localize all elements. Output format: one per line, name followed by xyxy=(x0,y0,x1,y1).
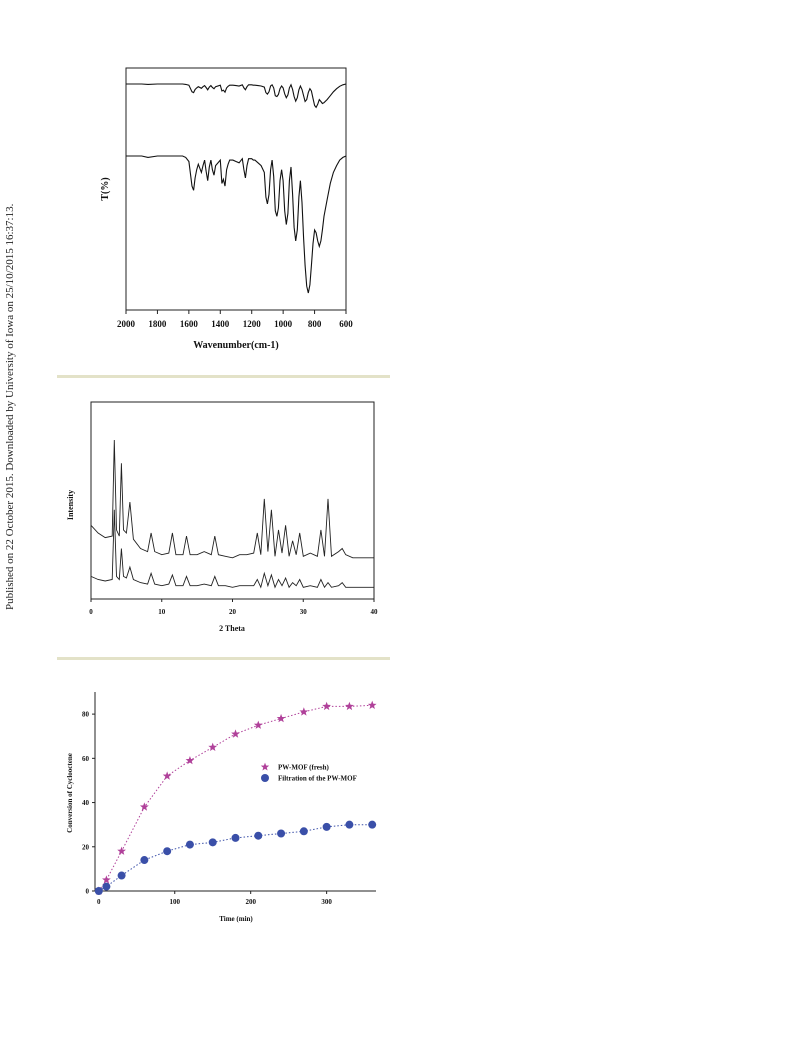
conversion-point-filtration xyxy=(208,838,217,847)
conversion-ticks: 0 100 200 300 0 20 40 60 80 xyxy=(82,711,332,906)
conversion-point-filtration xyxy=(117,871,126,880)
xrd-y-axis-title: Intensity xyxy=(66,490,75,520)
ftir-plot-frame xyxy=(125,67,347,311)
ftir-x-tick-label: 800 xyxy=(308,319,322,329)
conversion-x-tick-label: 200 xyxy=(245,898,256,906)
ftir-x-tick-label: 1600 xyxy=(180,319,199,329)
ftir-x-tick-label: 600 xyxy=(339,319,353,329)
conversion-point-fresh xyxy=(185,755,195,765)
conversion-y-tick-label: 60 xyxy=(82,755,90,763)
conversion-point-fresh xyxy=(299,707,309,716)
conversion-x-tick-label: 0 xyxy=(97,898,101,906)
conversion-x-tick-label: 100 xyxy=(169,898,180,906)
conversion-point-fresh xyxy=(345,701,354,711)
conversion-series xyxy=(94,700,377,895)
conversion-point-fresh xyxy=(139,802,149,811)
xrd-x-tick-label: 20 xyxy=(229,608,237,616)
conversion-point-filtration xyxy=(231,833,240,842)
conversion-point-fresh xyxy=(231,729,240,738)
conversion-point-fresh xyxy=(276,713,286,723)
xrd-x-tick-label: 30 xyxy=(300,608,308,616)
conversion-y-tick-label: 0 xyxy=(86,888,90,896)
conversion-y-tick-label: 80 xyxy=(82,711,90,719)
ftir-series-line-2 xyxy=(126,155,347,294)
conversion-series-line-1 xyxy=(98,704,373,892)
ftir-x-tick-label: 2000 xyxy=(117,319,136,329)
conversion-point-fresh xyxy=(322,701,332,711)
conversion-chart: 0 100 200 300 0 20 40 60 80 PW-MOF (fresh) Filtra… xyxy=(66,692,377,923)
conversion-y-tick-label: 20 xyxy=(82,843,90,851)
conversion-y-tick-label: 40 xyxy=(82,799,90,807)
xrd-plot-frame xyxy=(90,401,375,600)
conversion-x-axis-title: Time (min) xyxy=(219,915,253,923)
xrd-x-axis-title: 2 Theta xyxy=(219,624,245,633)
conversion-point-filtration xyxy=(277,829,286,838)
conversion-point-filtration xyxy=(94,887,103,895)
conversion-point-filtration xyxy=(322,822,331,831)
figure-divider-bottom xyxy=(57,657,390,660)
conversion-point-filtration xyxy=(185,840,194,849)
conversion-point-filtration xyxy=(345,820,354,829)
xrd-series xyxy=(90,439,374,589)
legend-circle-icon xyxy=(261,774,269,782)
conversion-legend: PW-MOF (fresh) Filtration of the PW-MOF xyxy=(260,762,357,783)
ftir-x-ticks: 2000 1800 1600 1400 1200 1000 800 600 xyxy=(117,310,353,329)
conversion-point-fresh xyxy=(162,771,172,780)
xrd-x-tick-label: 40 xyxy=(371,608,379,616)
conversion-point-fresh xyxy=(102,875,111,884)
conversion-point-filtration xyxy=(163,847,172,856)
conversion-y-axis-title: Conversion of Cyclooctene xyxy=(66,753,74,833)
conversion-point-fresh xyxy=(117,846,126,855)
conversion-x-tick-label: 300 xyxy=(321,898,332,906)
conversion-point-filtration xyxy=(368,820,377,829)
xrd-x-tick-label: 0 xyxy=(89,608,93,616)
ftir-x-tick-label: 1000 xyxy=(274,319,293,329)
xrd-x-ticks: 0 10 20 30 40 xyxy=(89,599,378,616)
conversion-point-fresh xyxy=(208,742,218,751)
ftir-chart: 2000 1800 1600 1400 1200 1000 800 600 Wavenumbe… xyxy=(100,67,353,351)
ftir-series-line-1 xyxy=(126,83,347,109)
conversion-point-filtration xyxy=(254,831,263,840)
ftir-x-axis-title: Wavenumber(cm-1) xyxy=(193,340,279,351)
xrd-series-line-2 xyxy=(90,439,374,559)
legend-star-icon xyxy=(260,762,270,771)
xrd-series-line-1 xyxy=(90,509,374,589)
conversion-point-fresh xyxy=(367,700,377,709)
conversion-point-filtration xyxy=(140,856,149,865)
conversion-point-filtration xyxy=(299,827,308,836)
conversion-point-fresh xyxy=(253,720,263,729)
xrd-chart: 0 10 20 30 40 2 Theta Intensity xyxy=(66,401,378,633)
ftir-series xyxy=(126,83,347,294)
ftir-x-tick-label: 1800 xyxy=(148,319,167,329)
xrd-x-tick-label: 10 xyxy=(158,608,166,616)
conversion-series-line-2 xyxy=(98,824,373,892)
ftir-x-tick-label: 1200 xyxy=(243,319,262,329)
ftir-x-tick-label: 1400 xyxy=(211,319,230,329)
conversion-point-filtration xyxy=(102,882,111,891)
ftir-y-axis-title: T(%) xyxy=(100,177,111,200)
figure-divider-top xyxy=(57,375,390,378)
legend-label: Filtration of the PW-MOF xyxy=(278,775,357,783)
legend-label: PW-MOF (fresh) xyxy=(278,764,330,772)
